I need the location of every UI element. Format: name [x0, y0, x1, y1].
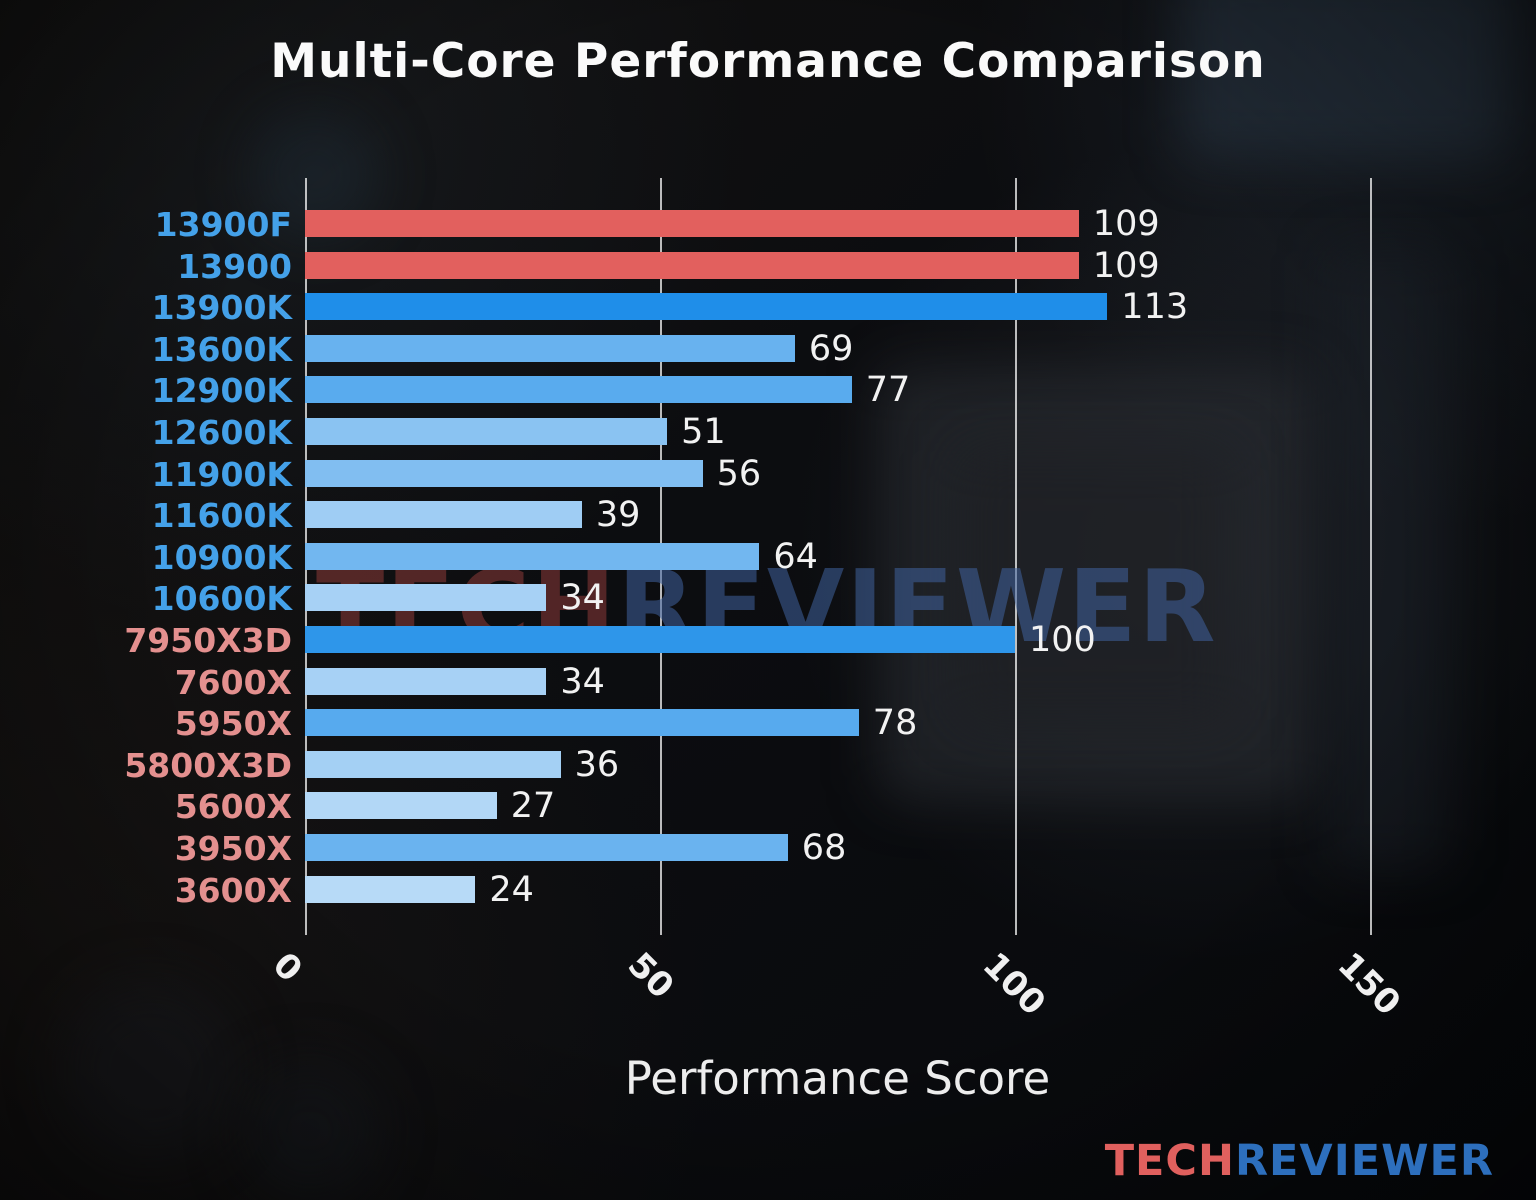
- y-axis-label-11600K: 11600K: [151, 496, 292, 536]
- bar-value-11600K: 39: [595, 495, 641, 536]
- x-axis-label: Performance Score: [624, 1052, 1051, 1105]
- bar-value-13600K: 69: [808, 328, 854, 369]
- bar-3600X: [305, 875, 476, 903]
- y-axis-label-12600K: 12600K: [151, 413, 292, 452]
- bar-value-12600K: 51: [681, 412, 726, 452]
- brand-logo: TECHREVIEWER: [1105, 1136, 1494, 1186]
- bar-value-5800X3D: 36: [574, 744, 620, 785]
- brand-logo-tech: TECH: [1104, 1136, 1235, 1186]
- y-axis-label-10600K: 10600K: [151, 579, 292, 619]
- gridline-150: [1370, 178, 1372, 935]
- y-axis-label-13600K: 13600K: [151, 329, 292, 369]
- bar-13900: [305, 251, 1079, 279]
- bar-value-7600X: 34: [560, 661, 605, 702]
- y-axis-label-10900K: 10900K: [151, 537, 292, 577]
- bar-5800X3D: [305, 750, 561, 778]
- gridline-100: [1015, 178, 1017, 935]
- bar-10600K: [305, 584, 547, 612]
- bar-value-10600K: 34: [560, 578, 605, 619]
- bar-13900F: [305, 210, 1079, 237]
- bar-7600X: [305, 667, 547, 695]
- y-axis-label-12900K: 12900K: [151, 371, 292, 411]
- bar-12900K: [305, 376, 852, 404]
- y-axis-label-11900K: 11900K: [151, 454, 292, 494]
- y-axis-label-5950X: 5950X: [174, 704, 292, 744]
- y-axis-label-7600X: 7600X: [174, 662, 292, 702]
- y-axis-label-5600X: 5600X: [174, 787, 292, 827]
- bar-value-13900: 109: [1092, 245, 1160, 286]
- bar-value-3950X: 68: [801, 828, 847, 868]
- y-axis-label-5800X3D: 5800X3D: [124, 745, 292, 785]
- y-axis-label-13900K: 13900K: [151, 288, 292, 328]
- bar-3950X: [305, 834, 788, 861]
- bar-value-11900K: 56: [716, 453, 762, 494]
- bar-value-10900K: 64: [773, 536, 818, 577]
- chart-title: Multi-Core Performance Comparison: [270, 34, 1266, 89]
- y-axis-label-3950X: 3950X: [174, 829, 292, 868]
- bar-13900K: [305, 293, 1108, 321]
- bar-value-5950X: 78: [872, 703, 918, 744]
- bar-12600K: [305, 418, 668, 445]
- bar-11600K: [305, 501, 582, 529]
- y-axis-label-3600X: 3600X: [174, 870, 292, 910]
- bar-13600K: [305, 334, 795, 362]
- bar-7950X3D: [305, 626, 1015, 653]
- bar-5600X: [305, 792, 497, 820]
- y-axis-label-13900F: 13900F: [154, 205, 292, 244]
- bar-5950X: [305, 709, 859, 737]
- bar-value-7950X3D: 100: [1029, 620, 1096, 660]
- bar-value-12900K: 77: [865, 370, 911, 411]
- bar-10900K: [305, 542, 760, 570]
- brand-logo-reviewer: REVIEWER: [1234, 1136, 1494, 1186]
- bar-value-3600X: 24: [489, 869, 534, 910]
- bar-11900K: [305, 459, 703, 487]
- bar-value-13900F: 109: [1092, 204, 1160, 244]
- y-axis-label-13900: 13900: [177, 246, 292, 286]
- bar-value-13900K: 113: [1121, 287, 1189, 328]
- bar-value-5600X: 27: [510, 786, 556, 827]
- y-axis-label-7950X3D: 7950X3D: [124, 621, 292, 660]
